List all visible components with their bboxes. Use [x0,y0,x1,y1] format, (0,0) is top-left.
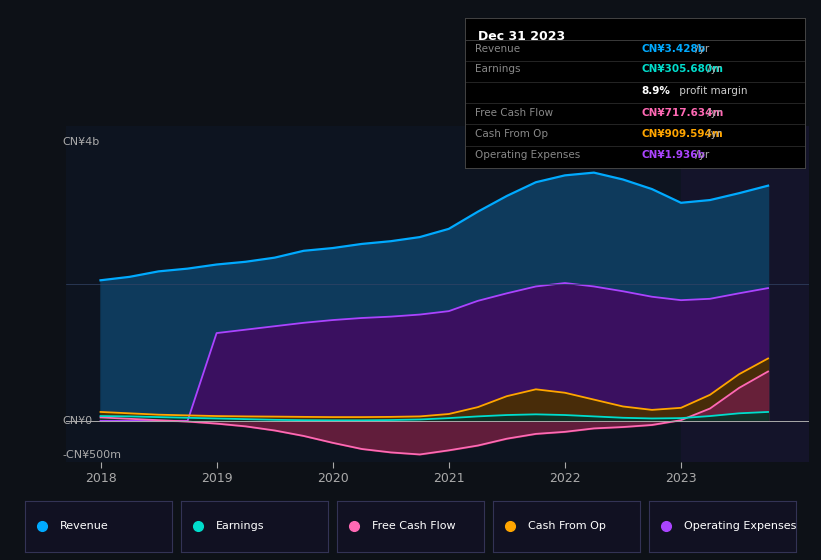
Text: /yr: /yr [704,108,721,118]
Text: Dec 31 2023: Dec 31 2023 [479,30,566,43]
Text: Revenue: Revenue [60,521,109,531]
Text: -CN¥500m: -CN¥500m [62,450,121,460]
Text: Earnings: Earnings [216,521,264,531]
Text: /yr: /yr [704,64,721,74]
Text: 8.9%: 8.9% [642,86,671,96]
Text: Operating Expenses: Operating Expenses [475,150,580,160]
Text: CN¥717.634m: CN¥717.634m [642,108,724,118]
Text: /yr: /yr [704,129,721,139]
Text: CN¥4b: CN¥4b [62,137,99,147]
Text: CN¥305.680m: CN¥305.680m [642,64,724,74]
Text: Cash From Op: Cash From Op [475,129,548,139]
Text: /yr: /yr [692,150,709,160]
Text: Free Cash Flow: Free Cash Flow [372,521,456,531]
Text: CN¥3.428b: CN¥3.428b [642,44,706,54]
Text: profit margin: profit margin [676,86,747,96]
Text: Operating Expenses: Operating Expenses [684,521,796,531]
Text: Cash From Op: Cash From Op [528,521,606,531]
Text: Free Cash Flow: Free Cash Flow [475,108,553,118]
Text: Earnings: Earnings [475,64,521,74]
Text: CN¥1.936b: CN¥1.936b [642,150,706,160]
Text: CN¥0: CN¥0 [62,416,92,426]
Text: /yr: /yr [692,44,709,54]
Text: Revenue: Revenue [475,44,520,54]
Bar [681,126,809,462]
Text: CN¥909.594m: CN¥909.594m [642,129,723,139]
